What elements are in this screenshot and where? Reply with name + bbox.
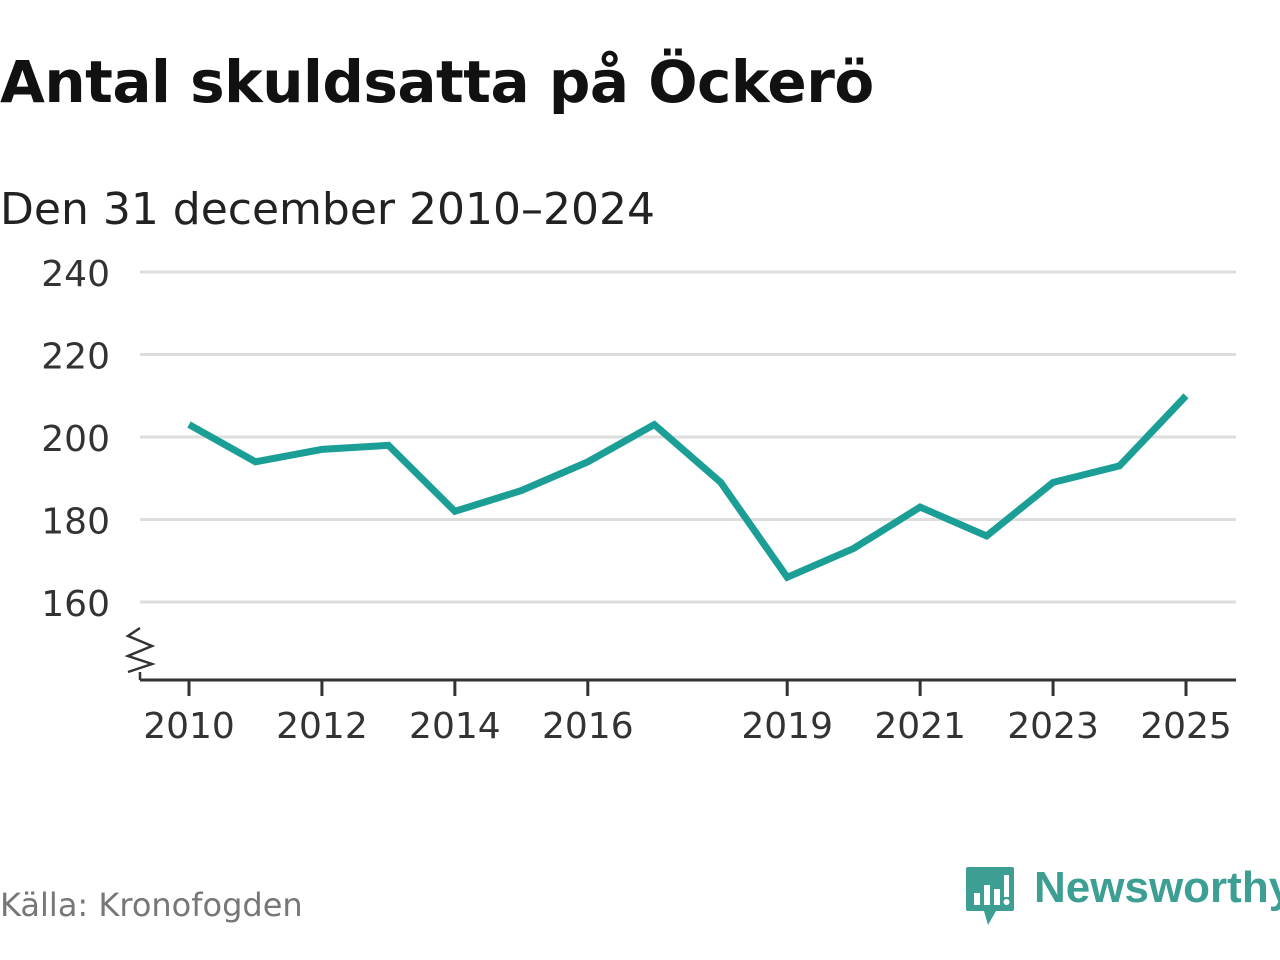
y-axis-ticks: 160 180 200 220 240 (41, 254, 110, 625)
brand-logo: Newsworthy (964, 863, 1280, 928)
x-axis-ticks: 2010 2012 2014 2016 2019 2021 2023 2025 (143, 680, 1232, 747)
x-axis (124, 626, 1236, 682)
newsworthy-logo-icon (966, 867, 1014, 925)
x-tick-label: 2010 (143, 706, 235, 747)
source-note: Källa: Kronofogden (0, 886, 303, 924)
grid-lines (140, 270, 1236, 604)
x-tick-label: 2014 (409, 706, 501, 747)
chart-title: Antal skuldsatta på Öckerö (0, 48, 874, 116)
y-tick-label: 160 (41, 584, 110, 625)
y-tick-label: 200 (41, 419, 110, 460)
x-tick-label: 2012 (276, 706, 368, 747)
x-tick-label: 2023 (1007, 706, 1099, 747)
y-tick-label: 220 (41, 337, 110, 378)
y-tick-label: 180 (41, 502, 110, 543)
x-tick-label: 2021 (874, 706, 966, 747)
chart-subtitle: Den 31 december 2010–2024 (0, 184, 655, 235)
x-tick-label: 2016 (542, 706, 634, 747)
axis-break-icon (124, 626, 156, 674)
brand-name: Newsworthy (1034, 863, 1280, 912)
x-tick-label: 2019 (741, 706, 833, 747)
y-tick-label: 240 (41, 254, 110, 295)
series-layer (187, 393, 1189, 582)
series-line-0 (187, 393, 1189, 582)
x-tick-label: 2025 (1140, 706, 1232, 747)
